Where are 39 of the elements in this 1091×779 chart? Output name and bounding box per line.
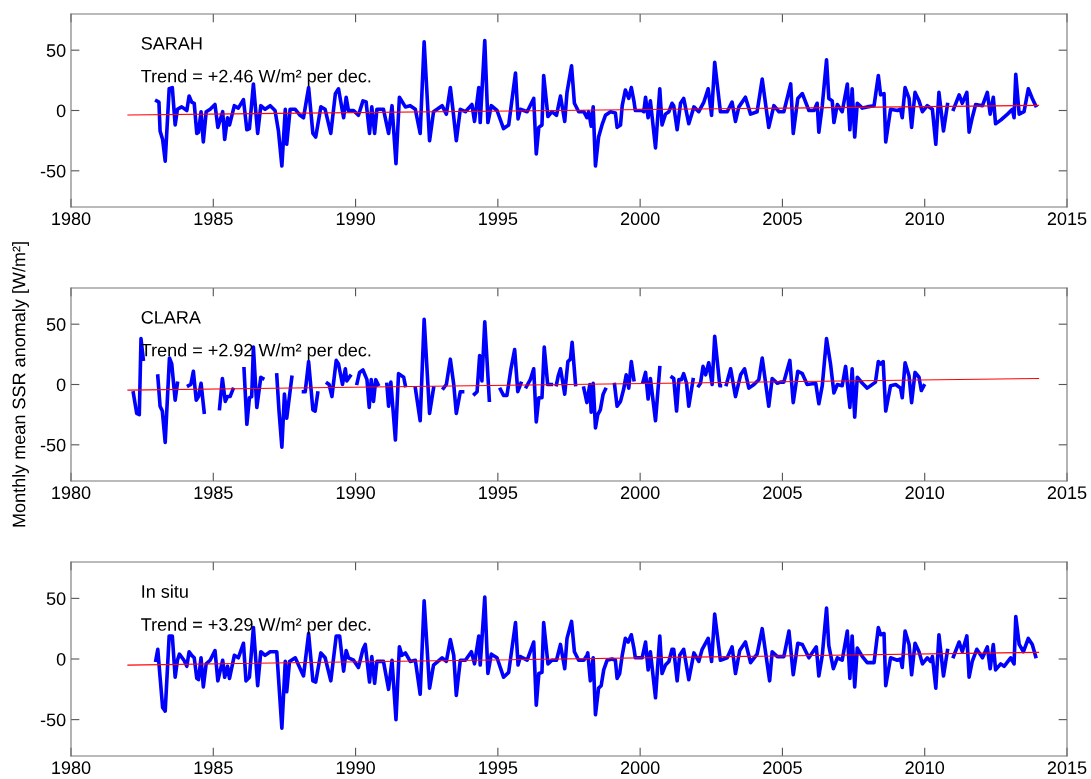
y-tick-label: -50: [40, 713, 66, 727]
x-tick-label: 1980: [52, 761, 91, 775]
x-tick-label: 2005: [763, 212, 802, 226]
x-tick-label: 1985: [194, 212, 233, 226]
x-tick-label: 2015: [1047, 761, 1087, 775]
x-tick-label: 2015: [1047, 486, 1087, 500]
x-tick-label: 1980: [52, 486, 91, 500]
x-tick-label: 2010: [905, 486, 945, 500]
annotation: SARAH: [141, 36, 202, 50]
x-tick-label: 1990: [336, 212, 375, 226]
y-tick-label: 50: [46, 44, 66, 57]
annotation: Trend = +3.29 W/m² per dec.: [141, 617, 371, 635]
x-tick-label: 2000: [620, 486, 660, 500]
annotation: In situ: [142, 584, 188, 598]
x-tick-label: 1980: [52, 212, 91, 226]
x-tick-label: 2015: [1047, 212, 1087, 226]
y-tick-label: 0: [56, 378, 66, 392]
x-tick-label: 2000: [620, 212, 660, 226]
x-tick-label: 2000: [620, 761, 660, 775]
x-tick-label: 1995: [479, 761, 518, 775]
x-tick-label: 2010: [905, 761, 945, 775]
x-tick-label: 1995: [479, 486, 518, 500]
y-tick-label: -50: [40, 438, 66, 452]
x-tick-label: 1990: [336, 486, 375, 500]
x-tick-label: 1985: [194, 486, 233, 500]
x-tick-label: 1990: [336, 761, 375, 775]
x-tick-label: 1985: [194, 761, 233, 775]
y-tick-label: -50: [40, 164, 66, 178]
x-tick-label: 2010: [905, 212, 945, 226]
annotation: CLARA: [141, 310, 201, 324]
y-tick-label: 0: [56, 104, 66, 118]
y-tick-label: 0: [56, 652, 66, 666]
x-tick-label: 2005: [763, 761, 802, 775]
x-tick-label: 1995: [479, 212, 518, 226]
x-tick-label: 2005: [763, 486, 802, 500]
annotation: Trend = +2.46 W/m² per dec.: [141, 69, 371, 87]
y-tick-label: 50: [46, 318, 66, 331]
y-tick-label: 50: [46, 592, 66, 606]
y-axis-title: Monthly mean SSR anomaly [W/m²]: [12, 242, 29, 527]
